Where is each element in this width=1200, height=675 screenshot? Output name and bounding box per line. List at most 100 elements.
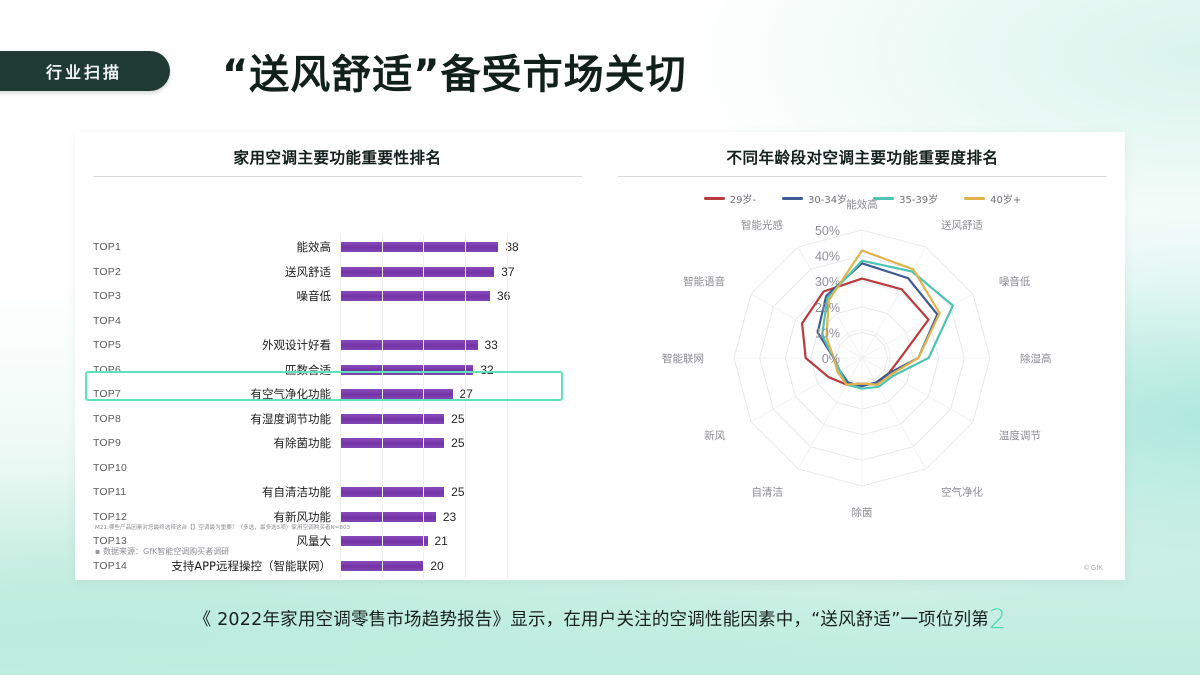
legend-swatch	[873, 197, 895, 200]
radar-axis-label: 除湿高	[1020, 352, 1052, 365]
bar-category-label: 风量大	[296, 534, 332, 549]
bar-row: TOP14 支持APP远程操控（智能联网） 20	[93, 554, 618, 579]
radar-axis-label: 温度调节	[999, 429, 1041, 442]
section-tag-badge: 行业扫描	[0, 51, 170, 91]
legend-label: 29岁-	[729, 195, 757, 206]
bar-category-label: 外观设计好看	[262, 338, 331, 353]
radar-legend: 29岁- 30-34岁 35-39岁 40岁+	[600, 191, 1125, 206]
legend-item[interactable]: 29岁-	[703, 191, 757, 206]
bar-rank-label: TOP7	[93, 388, 122, 401]
legend-label: 40岁+	[990, 195, 1022, 206]
radar-spoke	[750, 357, 863, 423]
radar-spoke	[750, 293, 863, 359]
radar-axis-label: 自清洁	[752, 485, 784, 498]
bar	[340, 364, 474, 375]
bar-row: TOP11 有自清洁功能 25	[93, 480, 618, 505]
radar-tick-label: 0%	[822, 352, 840, 366]
bar	[340, 389, 453, 400]
right-chart-panel: 不同年龄段对空调主要功能重要度排名 29岁- 30-34岁 35-39岁 40岁+ 0…	[600, 146, 1125, 580]
radar-tick-label: 50%	[815, 224, 840, 238]
radar-spoke	[861, 293, 974, 359]
radar-axis-label: 智能光感	[741, 219, 783, 232]
legend-swatch	[703, 197, 725, 200]
radar-spoke	[797, 246, 863, 359]
bar-rank-label: TOP4	[93, 314, 122, 327]
bar-value-label: 33	[484, 338, 498, 353]
left-footnote: M21:哪些产品因素对您最终选择这台【】空调最为重要？（多选，最多选5项）家用空…	[95, 525, 351, 531]
radar-chart: 0% 10% 20% 30% 40% 50% 能效高 送风舒适 噪音低 除湿高 温度调节 空气净化 除菌…	[600, 182, 1125, 562]
bar-value-label: 38	[505, 240, 519, 255]
bar	[340, 438, 445, 449]
bar-category-label: 有除菌功能	[273, 436, 332, 451]
bar-chart: TOP1 能效高 38 TOP2 送风舒适 37 TOP3 噪音低 36 TOP4 TOP5 外观设计…	[93, 235, 618, 578]
bar-track: 25	[340, 431, 618, 456]
bar-row: TOP12 有新风功能 23	[93, 505, 618, 530]
charts-card: 家用空调主要功能重要性排名 TOP1 能效高 38 TOP2 送风舒适 37 TOP3 噪音低…	[75, 132, 1125, 580]
bar-track: 38	[340, 235, 618, 260]
caption-text: 《 2022年家用空调零售市场趋势报告》显示，在用户关注的空调性能因素中，“送风…	[193, 610, 989, 630]
page-title: “送风舒适”备受市场关切	[222, 52, 687, 98]
caption: 《 2022年家用空调零售市场趋势报告》显示，在用户关注的空调性能因素中，“送风…	[0, 604, 1200, 635]
bar-gridline	[465, 235, 466, 578]
bar-category-label: 送风舒适	[285, 264, 331, 279]
bar-gridline	[381, 235, 383, 578]
legend-item[interactable]: 35-39岁	[873, 191, 938, 206]
bar	[340, 266, 495, 277]
bar-rank-label: TOP6	[93, 363, 122, 376]
legend-item[interactable]: 40岁+	[964, 191, 1021, 206]
bar-rank-label: TOP10	[93, 461, 128, 474]
bar-category-label: 能效高	[296, 240, 332, 255]
bar-value-label: 37	[501, 264, 515, 279]
bar-category-label: 有自清洁功能	[262, 485, 331, 500]
bar-rank-label: TOP11	[93, 486, 127, 499]
legend-item[interactable]: 30-34岁	[782, 191, 847, 206]
bar-value-label: 32	[480, 362, 494, 377]
radar-axis-label: 能效高	[846, 198, 878, 211]
bar-category-label: 有空气净化功能	[250, 387, 332, 402]
bar-category-label: 有湿度调节功能	[250, 411, 332, 426]
legend-label: 30-34岁	[808, 195, 848, 206]
radar-tick-label: 30%	[815, 275, 840, 289]
bar-row: TOP2 送风舒适 37	[93, 260, 618, 285]
radar-axis-label: 空气净化	[941, 485, 983, 498]
bar-value-label: 25	[451, 411, 465, 426]
radar-spoke	[861, 357, 927, 470]
radar-series-40岁+	[825, 249, 941, 386]
left-chart-panel: 家用空调主要功能重要性排名 TOP1 能效高 38 TOP2 送风舒适 37 TOP3 噪音低…	[75, 146, 600, 580]
bar-rank-label: TOP8	[93, 412, 122, 425]
bar-track: 33	[340, 333, 618, 358]
bar-row: TOP5 外观设计好看 33	[93, 333, 618, 358]
bar	[340, 536, 428, 547]
bar-track: 25	[340, 480, 618, 505]
bar-track: 25	[340, 407, 618, 432]
left-panel-title: 家用空调主要功能重要性排名	[233, 149, 442, 167]
radar-axis-label: 新风	[704, 429, 726, 442]
bar-row: TOP4	[93, 309, 618, 334]
bar-rank-label: TOP1	[93, 241, 122, 254]
caption-accent-number: 2	[988, 604, 1007, 635]
bar-track: 21	[340, 529, 618, 554]
radar-series-30-34岁	[816, 262, 939, 388]
left-title-divider	[93, 176, 582, 177]
bar	[340, 413, 445, 424]
bar	[340, 340, 478, 351]
gfk-copyright: © GfK	[1083, 565, 1103, 572]
bar-track: 32	[340, 358, 618, 383]
bar-gridline	[423, 235, 425, 578]
radar-spoke	[797, 357, 863, 470]
bar-category-label: 支持APP远程操控（智能联网）	[171, 558, 331, 573]
legend-swatch	[964, 197, 986, 200]
bar-track: 27	[340, 382, 618, 407]
bar	[340, 487, 445, 498]
radar-spoke	[861, 246, 927, 359]
bar-row: TOP6 匹数合适 32	[93, 358, 618, 383]
bar	[340, 511, 436, 522]
bar-gridline	[340, 235, 341, 578]
bar-category-label: 有新风功能	[273, 509, 332, 524]
bar-value-label: 25	[451, 485, 465, 500]
bar-value-label: 20	[430, 558, 444, 573]
radar-axis-label: 除菌	[852, 506, 873, 519]
bar-category-label: 匹数合适	[285, 362, 331, 377]
radar-axis-label: 智能联网	[662, 352, 704, 365]
radar-tick-label: 10%	[815, 326, 840, 340]
